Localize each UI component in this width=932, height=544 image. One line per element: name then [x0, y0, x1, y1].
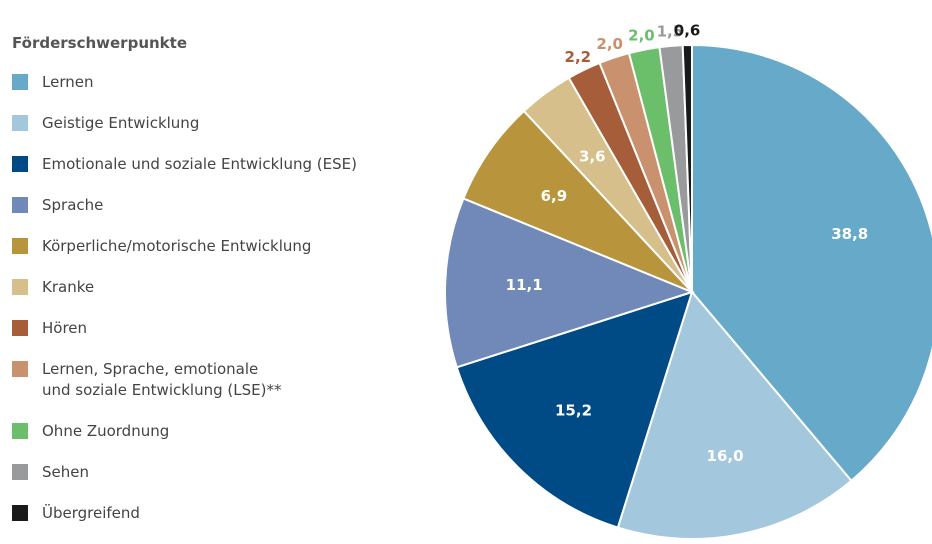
slice-label: 15,2 — [555, 402, 592, 420]
legend-item: Sehen — [12, 462, 422, 483]
slice-label: 2,0 — [596, 35, 623, 53]
pie-slice — [691, 43, 932, 483]
legend-item: Übergreifend — [12, 503, 422, 524]
legend-swatch — [12, 115, 28, 131]
legend-label: Lernen — [42, 73, 94, 91]
legend-label: Kranke — [42, 278, 95, 296]
legend-title: Förderschwerpunkte — [12, 34, 187, 52]
legend-swatch — [12, 74, 28, 90]
legend-swatch — [12, 279, 28, 295]
slice-label: 2,0 — [628, 26, 655, 44]
legend-swatch — [12, 320, 28, 336]
legend-swatch — [12, 238, 28, 254]
legend-swatch — [12, 361, 28, 377]
legend-item: Ohne Zuordnung — [12, 421, 422, 442]
slice-label: 3,6 — [579, 147, 606, 165]
legend-item: Lernen — [12, 72, 422, 93]
legend-item: Lernen, Sprache, emotionale und soziale … — [12, 359, 422, 401]
legend-label: Hören — [42, 319, 88, 337]
slice-label: 38,8 — [831, 225, 868, 243]
legend-label: Geistige Entwicklung — [42, 114, 200, 132]
slice-label: 11,1 — [506, 276, 543, 294]
pie-slice — [616, 289, 853, 540]
legend-swatch — [12, 464, 28, 480]
legend-swatch — [12, 197, 28, 213]
legend-label: Sprache — [42, 196, 104, 214]
slice-label: 16,0 — [707, 447, 744, 465]
legend-item: Körperliche/motorische Entwicklung — [12, 236, 422, 257]
slice-label: 6,9 — [541, 187, 568, 205]
legend-item: Kranke — [12, 277, 422, 298]
pie-slice — [444, 197, 695, 369]
legend-label: Lernen, Sprache, emotionale und soziale … — [42, 360, 282, 399]
legend-item: Sprache — [12, 195, 422, 216]
legend-label: Körperliche/motorische Entwicklung — [42, 237, 312, 255]
slice-label: 0,6 — [674, 22, 701, 40]
pie-slice — [455, 290, 694, 529]
legend-swatch — [12, 505, 28, 521]
slice-label: 1,5 — [657, 22, 684, 40]
legend-label: Emotionale und soziale Entwicklung (ESE) — [42, 155, 357, 173]
pie-slice — [681, 43, 693, 293]
legend-item: Geistige Entwicklung — [12, 113, 422, 134]
legend-item: Hören — [12, 318, 422, 339]
legend-label: Übergreifend — [42, 504, 140, 522]
legend: Förderschwerpunkte Lernen Geistige Entwic… — [12, 34, 422, 544]
legend-swatch — [12, 423, 28, 439]
legend-label: Ohne Zuordnung — [42, 422, 170, 440]
legend-item: Emotionale und soziale Entwicklung (ESE) — [12, 154, 422, 175]
legend-swatch — [12, 156, 28, 172]
pie-slice — [462, 109, 693, 293]
legend-label: Sehen — [42, 463, 89, 481]
slice-label: 2,2 — [565, 48, 592, 66]
